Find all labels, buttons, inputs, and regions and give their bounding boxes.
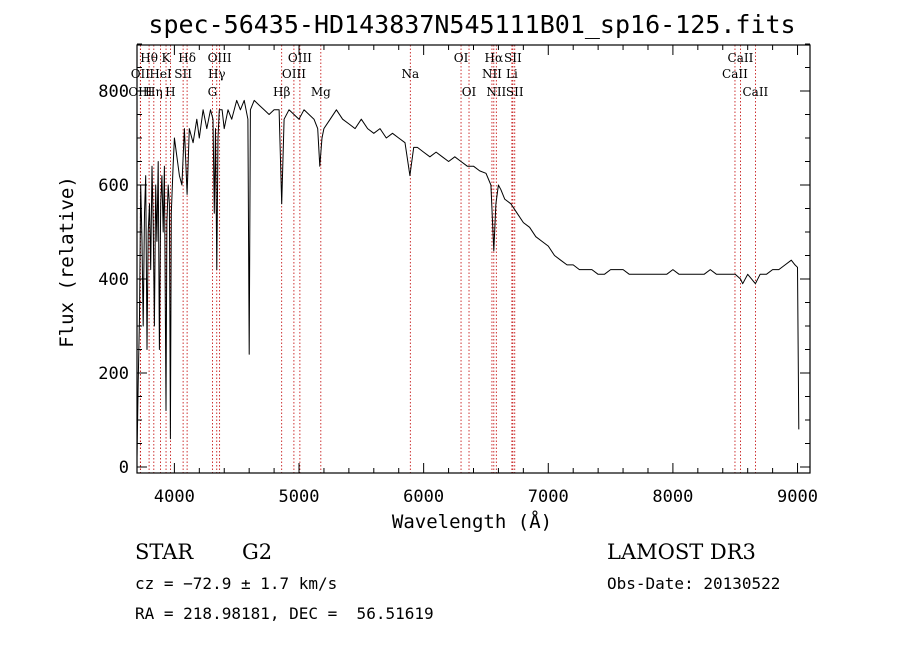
x-tick-label: 5000 [279,487,320,507]
line-label-4: HeI [149,67,172,81]
spectrum-series [136,99,800,458]
line-label-26: CaII [722,67,748,81]
line-label-12: OIII [288,51,312,65]
line-label-25: CaII [728,51,754,65]
line-label-2: OIII [128,85,152,99]
line-label-11: G [208,85,218,99]
line-label-24: SII [506,85,524,99]
line-label-5: K [162,51,172,65]
x-tick-label: 4000 [154,487,195,507]
y-tick-label: 400 [98,270,129,290]
line-label-3: Hη [145,85,163,99]
line-label-8: Hδ [178,51,196,65]
line-label-17: OI [454,51,469,65]
line-label-27: CaII [742,85,768,99]
y-tick-labels: 0 200 400 600 800 [98,82,129,478]
line-label-19: Hα [485,51,504,65]
line-label-1: OII [131,67,151,81]
line-label-10: Hγ [208,67,226,81]
object-subclass: G2 [242,540,272,564]
y-tick-label: 600 [98,176,129,196]
x-tick-labels: 4000 5000 6000 7000 8000 9000 [154,487,818,507]
y-tick-label: 0 [119,458,129,478]
line-label-20: SII [504,51,522,65]
x-tick-label: 9000 [777,487,818,507]
axis-ticks [137,43,810,473]
line-label-15: Mg [311,85,331,99]
line-label-22: Li [506,67,518,81]
line-label-6: SII [174,67,192,81]
redshift-cz: cz = −72.9 ± 1.7 km/s [135,574,337,593]
line-label-0: Hθ [140,51,158,65]
plot-frame [136,44,811,474]
object-class: STAR [135,540,194,564]
line-label-21: NII [482,67,502,81]
spectral-line-markers [139,45,756,473]
line-label-16: Na [401,67,419,81]
y-axis-label: Flux (relative) [56,176,78,348]
ra-dec: RA = 218.98181, DEC = 56.51619 [135,604,434,623]
line-label-14: Hβ [273,85,290,99]
line-label-23: NII [486,85,506,99]
observation-date: Obs-Date: 20130522 [607,574,780,593]
survey-name: LAMOST DR3 [607,540,756,564]
x-axis-label: Wavelength (Å) [392,510,552,533]
line-label-13: OIII [282,67,306,81]
line-label-9: OIII [208,51,232,65]
x-tick-label: 7000 [528,487,569,507]
line-label-7: H [165,85,175,99]
chart-title: spec-56435-HD143837N545111B01_sp16-125.f… [148,10,795,39]
x-tick-label: 6000 [403,487,444,507]
x-tick-label: 8000 [652,487,693,507]
spectrum-line [136,99,800,458]
y-tick-label: 200 [98,364,129,384]
line-label-18: OI [462,85,477,99]
y-tick-label: 800 [98,82,129,102]
